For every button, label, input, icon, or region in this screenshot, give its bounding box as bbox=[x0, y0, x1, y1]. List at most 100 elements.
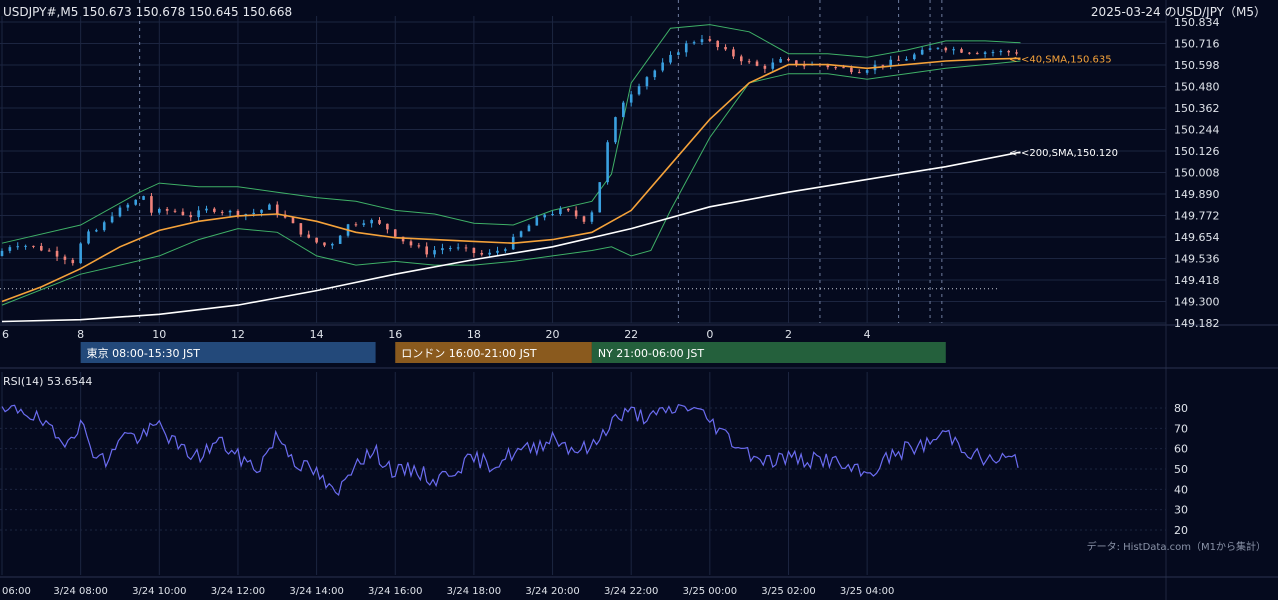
candle-body bbox=[0, 250, 4, 256]
candle-body bbox=[527, 225, 531, 232]
candle-body bbox=[173, 210, 177, 212]
candle-body bbox=[323, 242, 326, 246]
session-bar bbox=[80, 342, 376, 363]
candle-body bbox=[944, 47, 948, 51]
candle-body bbox=[165, 209, 169, 211]
rsi-tick-label: 70 bbox=[1174, 422, 1188, 435]
candle-body bbox=[299, 223, 303, 235]
candle-body bbox=[150, 196, 153, 213]
rsi-tick-label: 80 bbox=[1174, 402, 1188, 415]
candle-body bbox=[936, 47, 940, 49]
candle-body bbox=[653, 70, 657, 78]
price-dashed-vlines bbox=[0, 0, 998, 323]
session-bars: 東京 08:00-15:30 JST ロンドン 16:00-21:00 JST NY… bbox=[0, 342, 1278, 369]
candle-body bbox=[315, 237, 318, 243]
candle-body bbox=[40, 245, 43, 251]
candle-body bbox=[118, 207, 122, 217]
candle-body bbox=[857, 72, 861, 74]
rsi-tick-label: 60 bbox=[1174, 443, 1188, 456]
candle-body bbox=[331, 243, 334, 246]
candle-body bbox=[645, 77, 649, 87]
candle-body bbox=[24, 245, 27, 247]
candle-body bbox=[110, 216, 114, 223]
session-bar bbox=[591, 342, 946, 363]
candle-body bbox=[519, 231, 523, 237]
candle-body bbox=[417, 245, 421, 247]
candle-body bbox=[228, 210, 232, 213]
candle-body bbox=[960, 49, 963, 53]
candle-body bbox=[708, 39, 712, 41]
candle-body bbox=[629, 94, 633, 103]
candle-body bbox=[614, 117, 617, 143]
candle-body bbox=[677, 52, 680, 55]
rsi-series bbox=[1, 404, 1019, 497]
candle-body bbox=[842, 67, 845, 69]
candle-body bbox=[606, 142, 609, 183]
time-tick-label: 06:00 bbox=[2, 586, 31, 597]
time-tick-label: 3/24 20:00 bbox=[525, 586, 579, 597]
sma-annotations: <-<40,SMA,150.635 <-<200,SMA,150.120 bbox=[1009, 54, 1118, 159]
session-label: 東京 08:00-15:30 JST bbox=[87, 346, 201, 360]
candle-body bbox=[291, 217, 295, 224]
price-tick-label: 149.418 bbox=[1174, 274, 1220, 287]
session-bar bbox=[395, 342, 592, 363]
candle-body bbox=[622, 102, 625, 118]
candle-body bbox=[252, 212, 255, 214]
sma200-annotation: <-<200,SMA,150.120 bbox=[1009, 148, 1118, 159]
price-tick-label: 149.772 bbox=[1174, 210, 1220, 223]
session-label: ロンドン 16:00-21:00 JST bbox=[401, 347, 537, 360]
candle-body bbox=[551, 214, 554, 216]
candle-body bbox=[268, 204, 271, 210]
candle-body bbox=[905, 59, 908, 61]
candle-body bbox=[787, 59, 790, 61]
candle-body bbox=[928, 48, 932, 50]
candle-body bbox=[590, 212, 594, 222]
rsi-tick-label: 40 bbox=[1174, 483, 1188, 496]
chart-date-title: 2025-03-24 のUSD/JPY（M5） bbox=[1091, 5, 1266, 19]
price-x-axis: 6 8 10 12 14 16 18 20 22 0 2 4 bbox=[2, 328, 871, 341]
candle-body bbox=[409, 241, 413, 246]
candle-body bbox=[716, 40, 720, 48]
bollinger-upper-line bbox=[1, 24, 1021, 244]
candle-body bbox=[181, 211, 185, 216]
candle-body bbox=[983, 52, 987, 54]
candle-body bbox=[779, 59, 782, 63]
time-tick-label: 3/24 16:00 bbox=[368, 586, 422, 597]
hour-tick-label: 10 bbox=[152, 328, 166, 341]
time-tick-label: 3/24 10:00 bbox=[132, 586, 186, 597]
candle-body bbox=[71, 259, 75, 264]
candle-body bbox=[700, 39, 704, 43]
candle-body bbox=[32, 245, 35, 247]
candle-body bbox=[488, 252, 491, 255]
candle-body bbox=[307, 234, 311, 238]
candle-body bbox=[724, 47, 727, 50]
bollinger-lower-line bbox=[1, 60, 1021, 306]
hour-tick-label: 2 bbox=[785, 328, 792, 341]
hour-tick-label: 14 bbox=[310, 328, 324, 341]
sma40-annotation: <-<40,SMA,150.635 bbox=[1009, 54, 1112, 65]
candle-body bbox=[661, 62, 664, 71]
candle-body bbox=[63, 256, 67, 260]
candle-body bbox=[732, 49, 735, 57]
candle-body bbox=[913, 54, 916, 60]
candle-body bbox=[236, 210, 240, 216]
time-tick-label: 3/25 02:00 bbox=[761, 586, 815, 597]
rsi-tick-label: 30 bbox=[1174, 504, 1188, 517]
hour-tick-label: 16 bbox=[388, 328, 402, 341]
hour-tick-label: 22 bbox=[624, 328, 638, 341]
candle-body bbox=[747, 61, 751, 63]
candle-body bbox=[102, 222, 106, 231]
candle-body bbox=[684, 43, 688, 53]
time-tick-label: 3/24 14:00 bbox=[289, 586, 343, 597]
bollinger-bands bbox=[1, 24, 1021, 306]
symbol-info: USDJPY#,M5 150.673 150.678 150.645 150.6… bbox=[3, 5, 292, 19]
price-tick-label: 150.834 bbox=[1174, 16, 1220, 29]
candle-body bbox=[991, 52, 995, 54]
hour-tick-label: 12 bbox=[231, 328, 245, 341]
price-tick-label: 150.126 bbox=[1174, 145, 1220, 158]
candle-body bbox=[975, 53, 979, 55]
candle-body bbox=[448, 248, 452, 250]
candle-body bbox=[157, 209, 161, 213]
candle-body bbox=[16, 246, 20, 248]
